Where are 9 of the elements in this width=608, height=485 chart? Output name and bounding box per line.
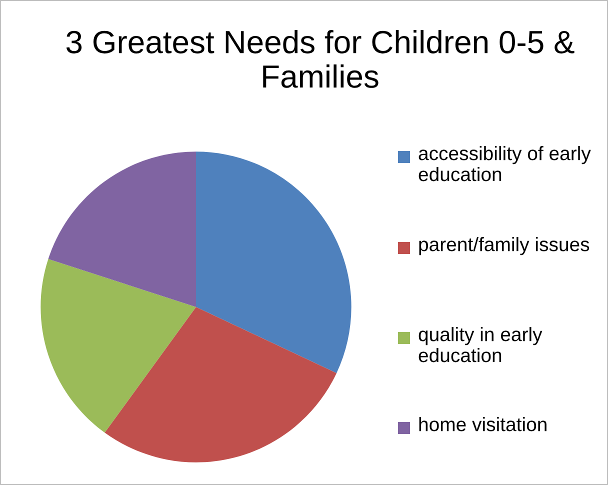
pie-slice bbox=[40, 258, 196, 433]
chart-title: 3 Greatest Needs for Children 0-5 & Families bbox=[66, 30, 574, 88]
legend-label: home visitation bbox=[419, 417, 546, 432]
legend-label: accessibility of early education bbox=[418, 146, 591, 182]
pie-slice bbox=[196, 152, 352, 374]
legend-label: parent/family issues bbox=[419, 237, 590, 256]
pie-slice bbox=[104, 307, 337, 462]
legend-label: quality in early education bbox=[418, 327, 542, 362]
pie-slice bbox=[48, 152, 196, 307]
